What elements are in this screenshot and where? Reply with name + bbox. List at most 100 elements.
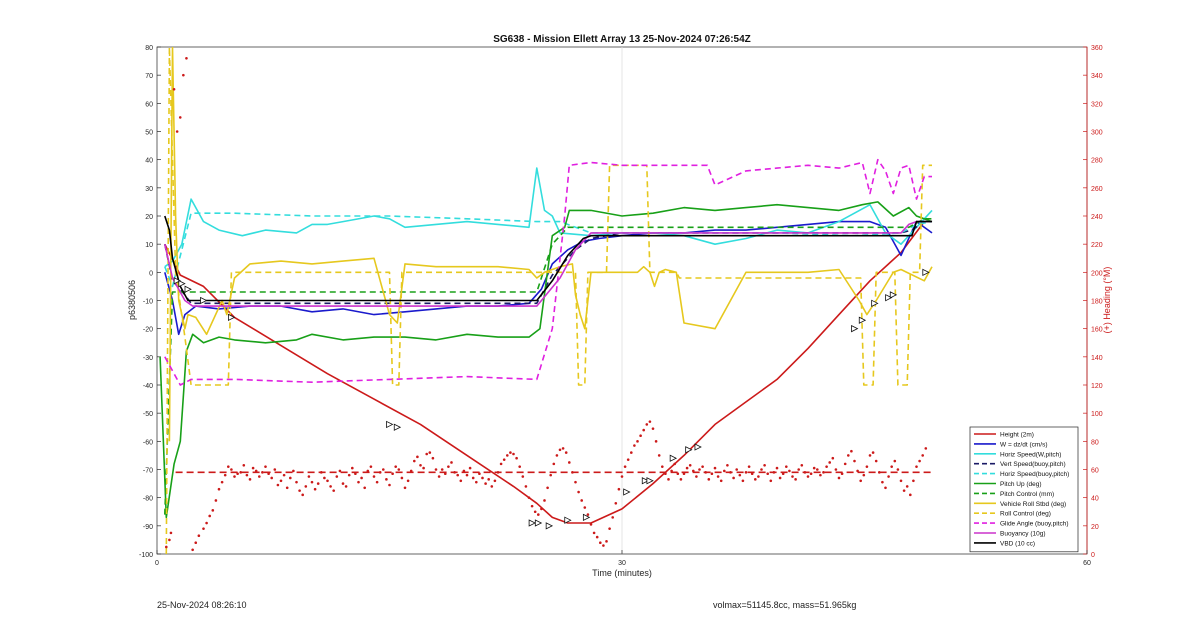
heading-point bbox=[611, 516, 614, 519]
heading-point bbox=[850, 449, 853, 453]
heading-point bbox=[865, 465, 869, 468]
y2-tick-label: 140 bbox=[1091, 355, 1103, 362]
event-marker bbox=[623, 488, 631, 496]
heading-point bbox=[918, 459, 921, 463]
heading-point bbox=[197, 534, 201, 537]
heading-point bbox=[360, 476, 363, 480]
heading-point bbox=[409, 469, 413, 473]
heading-point bbox=[208, 514, 211, 518]
heading-point bbox=[267, 472, 270, 476]
heading-point bbox=[874, 459, 878, 463]
heading-point bbox=[301, 493, 305, 497]
heading-point bbox=[775, 466, 779, 470]
heading-point bbox=[732, 476, 735, 480]
heading-point bbox=[915, 465, 918, 468]
event-marker bbox=[184, 285, 192, 293]
heading-point bbox=[493, 479, 497, 483]
heading-point bbox=[456, 473, 460, 477]
heading-point bbox=[685, 466, 689, 470]
legend-box bbox=[969, 426, 1079, 553]
series-pitch-control-mm bbox=[164, 218, 932, 515]
heading-point bbox=[487, 478, 491, 481]
heading-point bbox=[191, 548, 194, 552]
heading-point bbox=[292, 469, 295, 473]
x-tick-label: 0 bbox=[155, 560, 159, 567]
heading-point bbox=[716, 475, 720, 478]
heading-point bbox=[704, 471, 707, 474]
heading-point bbox=[178, 116, 182, 119]
heading-point bbox=[617, 487, 621, 491]
heading-point bbox=[363, 486, 367, 490]
heading-point bbox=[648, 420, 652, 423]
heading-point bbox=[794, 478, 797, 481]
y-tick-label: -50 bbox=[143, 411, 153, 418]
heading-point bbox=[428, 451, 432, 454]
heading-point bbox=[682, 472, 686, 476]
heading-point bbox=[530, 504, 534, 508]
heading-point bbox=[282, 473, 286, 477]
heading-point bbox=[695, 475, 698, 478]
heading-point bbox=[595, 535, 599, 539]
event-marker bbox=[858, 316, 867, 324]
heading-point bbox=[763, 463, 766, 467]
heading-point bbox=[248, 478, 252, 481]
y-tick-label: -20 bbox=[143, 327, 153, 334]
y2-tick-label: 200 bbox=[1091, 270, 1103, 277]
heading-point bbox=[630, 451, 633, 454]
heading-point bbox=[431, 456, 435, 460]
legend-label: Pitch Control (mm) bbox=[1000, 491, 1054, 498]
heading-point bbox=[251, 466, 255, 470]
y2-tick-label: 260 bbox=[1091, 186, 1103, 193]
y-tick-label: -40 bbox=[143, 383, 153, 390]
heading-point bbox=[729, 471, 732, 474]
heading-point bbox=[670, 469, 673, 473]
heading-point bbox=[909, 493, 912, 497]
heading-point bbox=[182, 73, 185, 77]
heading-point bbox=[620, 475, 624, 478]
heading-point bbox=[778, 476, 782, 480]
heading-point bbox=[422, 466, 425, 470]
heading-point bbox=[236, 472, 239, 476]
heading-point bbox=[608, 527, 611, 530]
event-marker bbox=[227, 313, 236, 322]
heading-point bbox=[667, 478, 670, 481]
heading-point bbox=[896, 468, 900, 471]
heading-point bbox=[890, 465, 893, 468]
heading-point bbox=[254, 469, 258, 473]
event-marker bbox=[386, 420, 394, 429]
heading-point bbox=[372, 475, 376, 478]
heading-point bbox=[766, 472, 769, 476]
heading-point bbox=[701, 465, 704, 468]
heading-point bbox=[809, 472, 813, 476]
heading-point bbox=[279, 479, 283, 483]
y2-tick-label: 340 bbox=[1091, 73, 1103, 80]
heading-point bbox=[605, 540, 608, 543]
heading-point bbox=[558, 448, 562, 452]
heading-point bbox=[341, 482, 345, 485]
heading-point bbox=[444, 472, 447, 476]
y2-tick-label: 300 bbox=[1091, 130, 1103, 137]
heading-point bbox=[537, 513, 540, 516]
heading-point bbox=[347, 473, 351, 477]
heading-point bbox=[313, 487, 317, 491]
heading-point bbox=[165, 545, 168, 549]
heading-point bbox=[673, 462, 676, 466]
heading-point bbox=[664, 472, 667, 476]
heading-point bbox=[645, 423, 649, 426]
heading-point bbox=[881, 480, 884, 484]
x-tick-label: 60 bbox=[1083, 560, 1091, 567]
heading-point bbox=[580, 499, 583, 502]
event-marker bbox=[871, 299, 879, 307]
heading-point bbox=[233, 475, 236, 478]
heading-point bbox=[295, 480, 298, 484]
heading-point bbox=[304, 485, 308, 488]
y-axis-right: 0 20 40 60 80 100 120 140 160 180 200 220 240 260 280 3… bbox=[1083, 45, 1103, 559]
heading-point bbox=[172, 87, 176, 91]
heading-point bbox=[868, 454, 872, 457]
heading-point bbox=[453, 471, 456, 474]
heading-point bbox=[639, 434, 642, 438]
event-marker bbox=[582, 513, 591, 522]
heading-point bbox=[856, 469, 859, 473]
heading-layer bbox=[165, 56, 932, 552]
y2-axis-label: (+) Heading (°M) bbox=[1102, 267, 1112, 334]
